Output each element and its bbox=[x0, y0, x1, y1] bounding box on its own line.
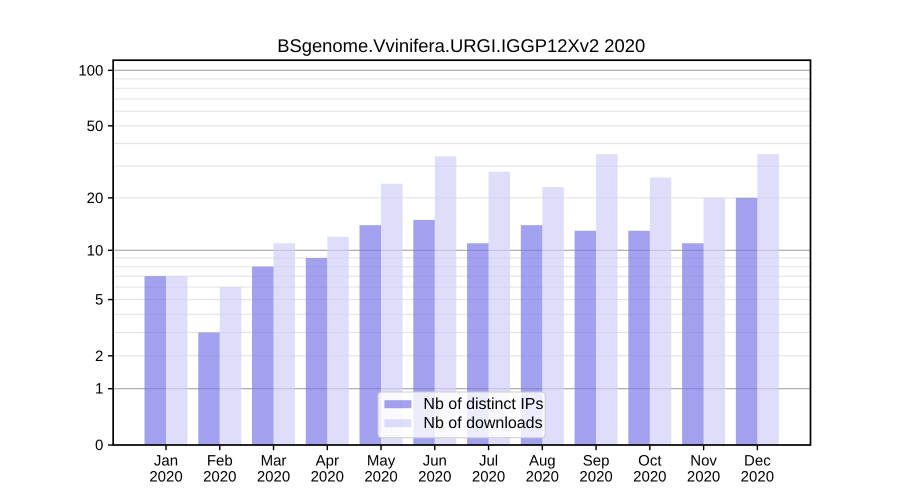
svg-text:Mar: Mar bbox=[261, 453, 287, 470]
svg-text:2020: 2020 bbox=[687, 468, 720, 485]
svg-text:100: 100 bbox=[78, 62, 103, 79]
svg-text:2020: 2020 bbox=[418, 468, 451, 485]
svg-text:0: 0 bbox=[95, 437, 103, 454]
svg-text:Feb: Feb bbox=[207, 453, 233, 470]
svg-text:2020: 2020 bbox=[257, 468, 290, 485]
svg-text:Nb of downloads: Nb of downloads bbox=[423, 415, 542, 432]
svg-text:Aug: Aug bbox=[529, 453, 556, 470]
svg-text:20: 20 bbox=[87, 190, 104, 207]
svg-text:50: 50 bbox=[87, 118, 104, 135]
svg-text:Oct: Oct bbox=[638, 453, 662, 470]
svg-text:2020: 2020 bbox=[472, 468, 505, 485]
svg-text:2020: 2020 bbox=[741, 468, 774, 485]
svg-text:1: 1 bbox=[95, 381, 103, 398]
svg-text:2020: 2020 bbox=[579, 468, 612, 485]
svg-text:BSgenome.Vvinifera.URGI.IGGP12: BSgenome.Vvinifera.URGI.IGGP12Xv2 2020 bbox=[277, 35, 645, 56]
svg-text:2020: 2020 bbox=[364, 468, 397, 485]
svg-text:2020: 2020 bbox=[203, 468, 236, 485]
svg-text:2020: 2020 bbox=[311, 468, 344, 485]
svg-text:2020: 2020 bbox=[526, 468, 559, 485]
svg-text:5: 5 bbox=[95, 292, 103, 309]
svg-text:2020: 2020 bbox=[633, 468, 666, 485]
svg-text:Apr: Apr bbox=[316, 453, 339, 470]
svg-text:Nov: Nov bbox=[690, 453, 717, 470]
svg-text:2020: 2020 bbox=[149, 468, 182, 485]
svg-text:10: 10 bbox=[87, 242, 104, 259]
svg-text:Dec: Dec bbox=[744, 453, 771, 470]
svg-text:Jun: Jun bbox=[423, 453, 447, 470]
svg-text:May: May bbox=[367, 453, 396, 470]
svg-text:Jul: Jul bbox=[479, 453, 498, 470]
svg-text:Sep: Sep bbox=[583, 453, 610, 470]
svg-text:2: 2 bbox=[95, 348, 103, 365]
svg-text:Jan: Jan bbox=[154, 453, 178, 470]
svg-text:Nb of distinct IPs: Nb of distinct IPs bbox=[423, 396, 543, 413]
